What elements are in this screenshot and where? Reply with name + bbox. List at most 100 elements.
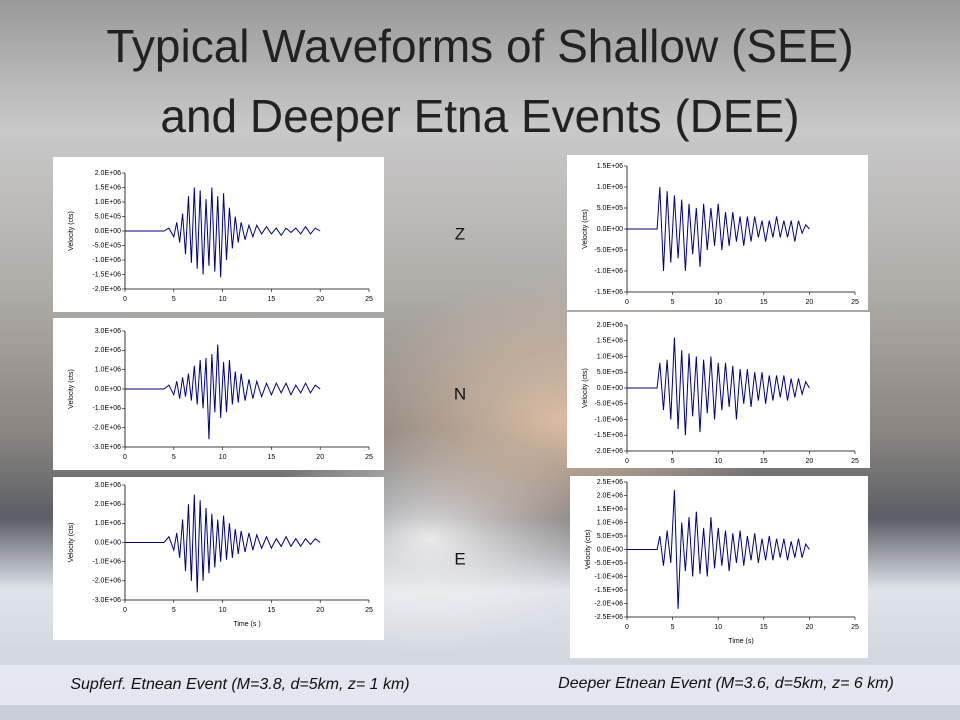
y-tick-label: 5.0E+05: [597, 533, 623, 540]
waveform: [125, 187, 321, 278]
y-tick-label: 5.0E+05: [597, 205, 623, 212]
title-line: and Deeper Etna Events (DEE): [160, 90, 799, 142]
component-label: Z: [455, 224, 465, 243]
y-tick-label: 2.0E+06: [95, 170, 121, 177]
y-tick-label: 5.0E+05: [597, 369, 623, 376]
y-tick-label: 0.0E+00: [95, 228, 121, 235]
y-tick-label: 1.0E+06: [597, 184, 623, 191]
y-tick-label: -1.5E+06: [594, 289, 623, 296]
y-tick-label: -3.0E+06: [92, 444, 121, 451]
chart-panel: [567, 155, 868, 310]
y-tick-label: 0.0E+00: [95, 386, 121, 393]
x-tick-label: 15: [268, 607, 276, 614]
y-tick-label: 3.0E+06: [95, 328, 121, 335]
x-tick-label: 5: [172, 607, 176, 614]
y-tick-label: 2.0E+06: [597, 492, 623, 499]
y-tick-label: -1.5E+06: [594, 432, 623, 439]
y-tick-label: 0.0E+00: [597, 385, 623, 392]
y-tick-label: -2.0E+06: [594, 448, 623, 455]
y-axis-label: Velocity (cts): [585, 530, 592, 570]
y-tick-label: 1.0E+06: [95, 367, 121, 374]
y-tick-label: -2.0E+06: [92, 425, 121, 432]
y-tick-label: -2.5E+06: [594, 614, 623, 621]
waveform: [125, 344, 321, 440]
y-tick-label: 5.0E+05: [95, 213, 121, 220]
x-tick-label: 10: [219, 296, 227, 303]
x-tick-label: 10: [714, 299, 722, 306]
y-tick-label: -1.0E+06: [594, 416, 623, 423]
y-tick-label: 0.0E+00: [597, 546, 623, 553]
chart-panel: [53, 157, 384, 312]
waveform: [627, 490, 810, 609]
y-tick-label: -2.0E+06: [92, 286, 121, 293]
chart-panel: [567, 312, 870, 468]
x-tick-label: 15: [760, 458, 768, 465]
x-tick-label: 15: [268, 296, 276, 303]
y-tick-label: 2.0E+06: [95, 501, 121, 508]
y-axis-label: Velocity (cts): [68, 523, 75, 563]
y-tick-label: -1.0E+06: [594, 268, 623, 275]
y-tick-label: -5.0E+05: [594, 247, 623, 254]
x-tick-label: 0: [625, 458, 629, 465]
waveform: [627, 337, 810, 436]
y-tick-label: 0.0E+00: [95, 539, 121, 546]
x-tick-label: 0: [625, 624, 629, 631]
y-tick-label: -5.0E+05: [594, 560, 623, 567]
y-tick-label: 1.5E+06: [95, 184, 121, 191]
y-tick-label: 1.5E+06: [597, 338, 623, 345]
chart-panel: [570, 476, 868, 658]
y-axis-label: Velocity (cts): [68, 211, 75, 251]
x-tick-label: 20: [806, 458, 814, 465]
waveform: [125, 494, 321, 593]
y-tick-label: 1.5E+06: [597, 506, 623, 513]
caption: Deeper Etnean Event (M=3.6, d=5km, z= 6 …: [558, 675, 894, 692]
x-tick-label: 25: [851, 624, 859, 631]
x-tick-label: 0: [123, 296, 127, 303]
y-tick-label: -1.5E+06: [92, 271, 121, 278]
y-tick-label: 2.5E+06: [597, 479, 623, 486]
x-tick-label: 25: [365, 454, 373, 461]
x-tick-label: 5: [671, 299, 675, 306]
x-tick-label: 20: [316, 607, 324, 614]
y-tick-label: 1.0E+06: [95, 199, 121, 206]
y-tick-label: 1.0E+06: [597, 353, 623, 360]
y-tick-label: -1.0E+06: [594, 573, 623, 580]
y-axis-label: Velocity (cts): [582, 368, 589, 408]
chart-panel: [53, 318, 384, 470]
x-tick-label: 10: [219, 454, 227, 461]
x-tick-label: 20: [806, 624, 814, 631]
x-tick-label: 15: [760, 299, 768, 306]
chart-panel: [53, 477, 384, 640]
y-tick-label: -2.0E+06: [594, 600, 623, 607]
y-tick-label: -1.0E+06: [92, 405, 121, 412]
x-tick-label: 25: [851, 458, 859, 465]
y-tick-label: 2.0E+06: [597, 322, 623, 329]
x-tick-label: 10: [219, 607, 227, 614]
y-tick-label: 3.0E+06: [95, 482, 121, 489]
x-tick-label: 5: [172, 296, 176, 303]
x-tick-label: 5: [172, 454, 176, 461]
x-tick-label: 20: [806, 299, 814, 306]
x-tick-label: 20: [316, 454, 324, 461]
component-label: E: [454, 549, 465, 568]
caption-strip: [0, 665, 960, 705]
x-tick-label: 0: [625, 299, 629, 306]
y-tick-label: -1.0E+06: [92, 257, 121, 264]
y-tick-label: -1.0E+06: [92, 559, 121, 566]
y-tick-label: 1.0E+06: [597, 519, 623, 526]
title-line: Typical Waveforms of Shallow (SEE): [106, 20, 853, 72]
y-tick-label: 1.0E+06: [95, 520, 121, 527]
x-tick-label: 15: [760, 624, 768, 631]
x-tick-label: 0: [123, 607, 127, 614]
x-tick-label: 25: [365, 607, 373, 614]
y-tick-label: 2.0E+06: [95, 347, 121, 354]
x-tick-label: 20: [316, 296, 324, 303]
caption: Supferf. Etnean Event (M=3.8, d=5km, z= …: [70, 676, 409, 693]
y-tick-label: -5.0E+05: [92, 242, 121, 249]
x-tick-label: 10: [714, 458, 722, 465]
x-tick-label: 10: [714, 624, 722, 631]
x-axis-label: Time (s): [728, 638, 753, 645]
y-tick-label: -3.0E+06: [92, 597, 121, 604]
